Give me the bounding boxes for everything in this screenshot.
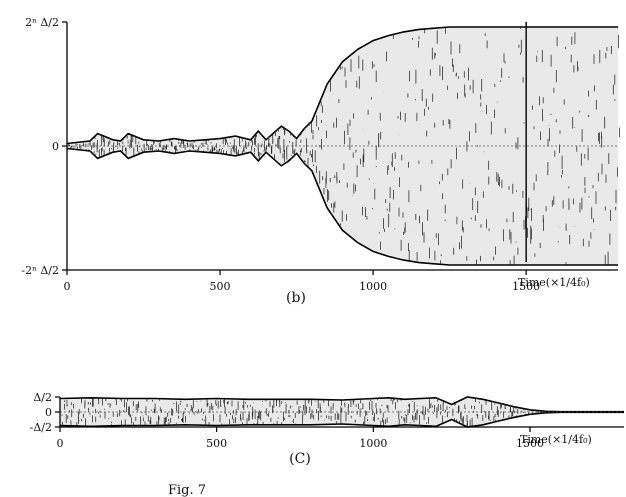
panel-b-x-tick-1000: 1000	[359, 280, 387, 293]
panel-c-y-tick-bottom: -Δ/2	[30, 421, 52, 434]
panel-c-signal-texture	[61, 397, 545, 427]
c-signal-strokes	[61, 397, 545, 427]
panel-b-x-tick-1500: 1500	[512, 280, 540, 293]
panel-c-x-tick-1000: 1000	[359, 437, 387, 450]
panel-b-y-tick-top: 2ⁿ Δ/2	[25, 16, 59, 29]
panel-b-y-tick-bottom: -2ⁿ Δ/2	[21, 264, 59, 277]
panel-c-x-tick-1500: 1500	[516, 437, 544, 450]
b-envelope-fill	[67, 27, 618, 265]
c-envelope-upper	[59, 396, 624, 413]
panel-c-axes	[55, 396, 624, 432]
panel-c-y-tick-top: Δ/2	[33, 391, 52, 404]
b-signal-strokes	[68, 27, 620, 265]
panel-c-y-tick-zero: 0	[45, 406, 52, 419]
panel-c-x-axis-label: Time(×1/4f₀)	[520, 433, 592, 446]
panel-b-axes	[62, 21, 618, 275]
panel-b-y-tick-zero: 0	[52, 140, 59, 153]
panel-b-x-axis-label: Time(×1/4f₀)	[518, 276, 590, 289]
panel-b-x-tick-500: 500	[210, 280, 231, 293]
panel-b-caption: (b)	[286, 290, 306, 306]
panel-b-signal-texture	[68, 27, 620, 265]
panel-c-x-tick-500: 500	[206, 437, 227, 450]
b-envelope-lower	[66, 147, 618, 266]
panel-c-chart: Δ/2 0 -Δ/2 0 500 1000 1500 Time(×1/4f₀) …	[30, 391, 624, 467]
c-envelope-lower	[59, 411, 624, 428]
panel-c-x-tick-0: 0	[57, 437, 64, 450]
panel-c-caption: (C)	[289, 451, 311, 467]
figure-footer-label: Fig. 7	[168, 483, 206, 497]
panel-b-chart: 2ⁿ Δ/2 0 -2ⁿ Δ/2 0 500 1000 1500 Time(×1…	[21, 16, 620, 306]
panel-b-x-tick-0: 0	[64, 280, 71, 293]
